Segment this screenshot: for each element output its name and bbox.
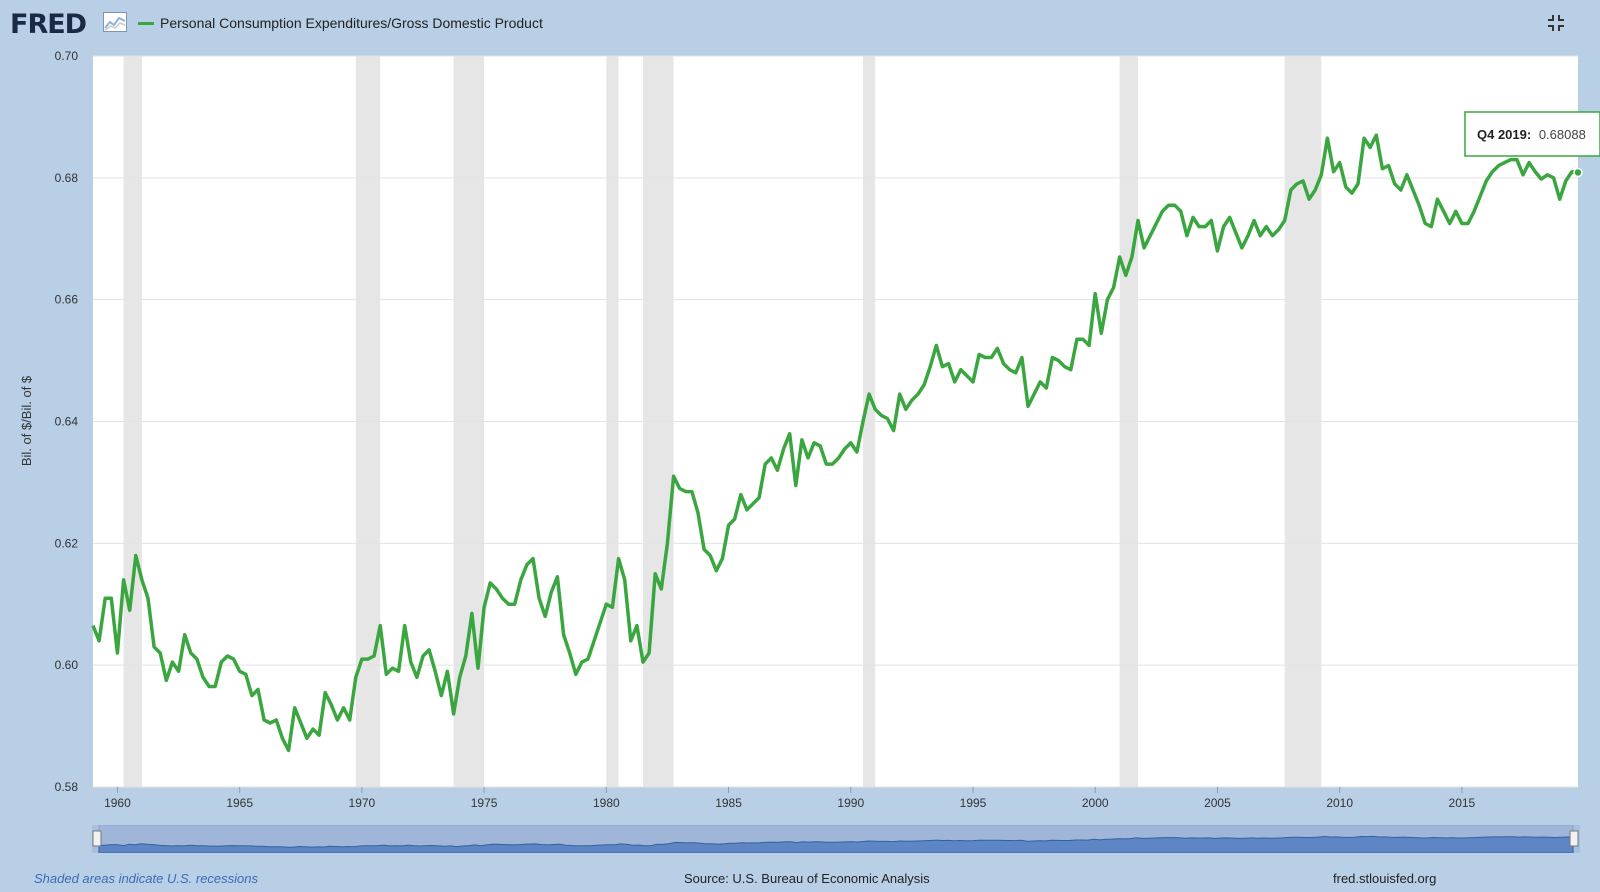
y-tick-label: 0.58 [55,780,79,794]
source-note: Source: U.S. Bureau of Economic Analysis [684,871,930,886]
svg-text:Q4 2019: 0.68088: Q4 2019: 0.68088 [1477,127,1586,142]
navigator-right-handle[interactable] [1569,830,1579,847]
x-tick-label: 2010 [1326,796,1353,810]
y-tick-label: 0.66 [55,293,79,307]
series-line [91,133,1579,753]
fred-logo-chart-icon [103,12,127,32]
y-tick-label: 0.70 [55,49,79,63]
x-tick-label: 2005 [1204,796,1231,810]
legend-swatch [138,22,154,25]
y-axis-label: Bil. of $/Bil. of $ [19,375,34,466]
y-tick-label: 0.64 [55,415,79,429]
x-tick-label: 1995 [960,796,987,810]
x-tick-label: 1975 [471,796,498,810]
x-tick-label: 1965 [226,796,253,810]
x-tick-label: 1985 [715,796,742,810]
y-tick-label: 0.68 [55,171,79,185]
fred-logo[interactable]: FRED [10,9,87,40]
y-axis-ticks: 0.58 0.60 0.62 0.64 0.66 0.68 0.70 [55,49,79,794]
navigator-left-handle[interactable] [92,830,102,847]
gridlines [93,55,1578,788]
x-axis-ticks: 1960 1965 1970 1975 1980 1985 1990 1995 2000 2005… [104,787,1476,810]
navigator-series-area [98,835,1574,853]
x-tick-label: 2015 [1449,796,1476,810]
hover-point [1573,167,1583,178]
y-tick-label: 0.60 [55,658,79,672]
range-navigator[interactable] [92,825,1580,853]
source-url[interactable]: fred.stlouisfed.org [1333,871,1437,886]
y-tick-label: 0.62 [55,536,79,550]
tooltip: Q4 2019: 0.68088 [1464,111,1600,157]
x-tick-label: 1980 [593,796,620,810]
x-tick-label: 1990 [837,796,864,810]
x-tick-label: 1960 [104,796,131,810]
x-tick-label: 1970 [349,796,376,810]
legend-label: Personal Consumption Expenditures/Gross … [160,15,543,31]
chart-header: FRED Personal Consumption Expenditures/G… [0,0,1600,48]
x-tick-label: 2000 [1082,796,1109,810]
tooltip-value: 0.68088 [1539,127,1586,142]
tooltip-period: Q4 2019: [1477,127,1531,142]
recession-note: Shaded areas indicate U.S. recessions [34,871,259,886]
exit-fullscreen-icon[interactable] [1547,14,1565,32]
